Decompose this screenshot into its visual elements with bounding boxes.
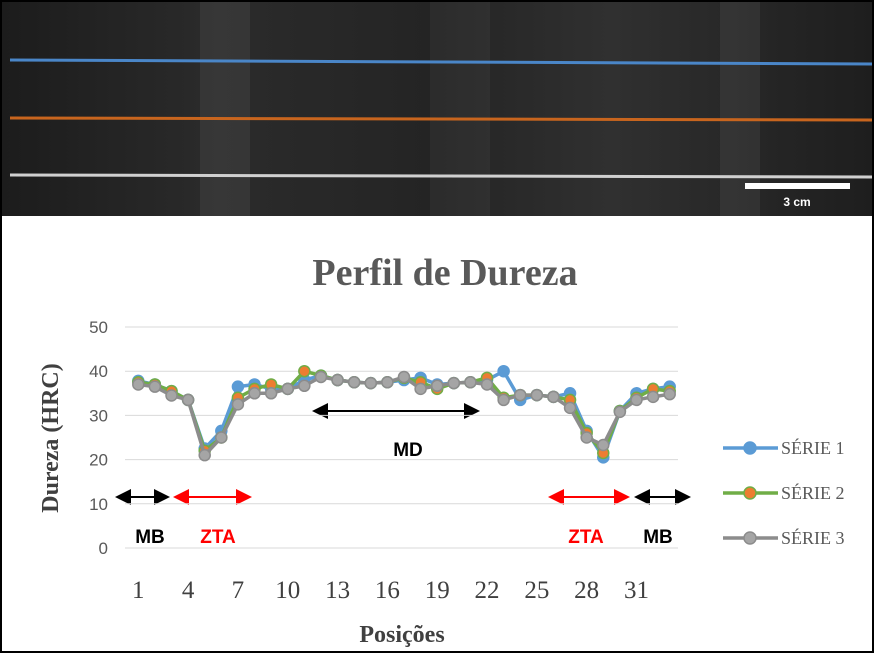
legend-label: SÉRIE 3 <box>781 527 845 548</box>
x-tick-label: 16 <box>375 577 400 604</box>
white-line <box>10 175 874 177</box>
data-point <box>365 378 376 389</box>
x-tick-label: 25 <box>524 577 549 604</box>
scale-bar <box>745 183 850 189</box>
y-tick-label: 0 <box>99 539 108 558</box>
data-point <box>598 440 609 451</box>
data-point <box>249 388 260 399</box>
annotation: ZTA <box>200 527 236 548</box>
legend-label: SÉRIE 1 <box>781 437 845 458</box>
legend-marker <box>744 487 756 499</box>
scale-label: 3 cm <box>783 195 810 209</box>
page: 3 cm Perfil de Dureza Dureza (HRC) Posiç… <box>0 0 874 653</box>
data-point <box>664 389 675 400</box>
data-point <box>216 432 227 443</box>
data-point <box>465 377 476 388</box>
data-point <box>432 380 443 391</box>
data-point <box>332 375 343 386</box>
x-tick-label: 10 <box>275 577 300 604</box>
data-point <box>266 388 277 399</box>
data-point <box>631 394 642 405</box>
data-point <box>315 371 326 382</box>
legend-marker <box>744 442 756 454</box>
data-point <box>415 383 426 394</box>
data-point <box>448 378 459 389</box>
x-tick-label: 28 <box>574 577 599 604</box>
data-point <box>299 380 310 391</box>
data-point <box>166 390 177 401</box>
data-point <box>149 381 160 392</box>
y-tick-label: 40 <box>89 362 108 381</box>
y-tick-label: 30 <box>89 406 108 425</box>
data-point <box>299 366 310 377</box>
data-point <box>482 379 493 390</box>
legend-label: SÉRIE 2 <box>781 482 845 503</box>
data-point <box>232 381 243 392</box>
photo: 3 cm <box>0 0 874 216</box>
data-point <box>498 366 509 377</box>
y-tick-label: 10 <box>89 495 108 514</box>
annotation: ZTA <box>568 527 604 548</box>
data-point <box>398 371 409 382</box>
data-point <box>349 377 360 388</box>
legend-marker <box>744 532 756 544</box>
x-tick-label: 4 <box>182 577 195 604</box>
x-tick-label: 13 <box>325 577 350 604</box>
data-point <box>581 432 592 443</box>
data-point <box>199 450 210 461</box>
data-point <box>515 390 526 401</box>
data-point <box>232 399 243 410</box>
data-point <box>183 394 194 405</box>
x-tick-label: 1 <box>132 577 145 604</box>
annotation: MB <box>135 527 165 548</box>
weld-zone <box>430 0 490 216</box>
data-point <box>565 402 576 413</box>
data-point <box>382 377 393 388</box>
x-tick-label: 22 <box>475 577 500 604</box>
weld-zone <box>200 0 250 216</box>
x-tick-label: 31 <box>624 577 649 604</box>
data-point <box>282 383 293 394</box>
data-point <box>548 391 559 402</box>
chart-title: Perfil de Dureza <box>312 252 577 294</box>
data-point <box>133 379 144 390</box>
y-axis-label: Dureza (HRC) <box>38 363 64 513</box>
x-axis-label: Posições <box>359 622 444 648</box>
figure: 3 cm Perfil de Dureza Dureza (HRC) Posiç… <box>0 0 874 653</box>
annotation: MD <box>393 440 423 461</box>
annotation: MB <box>643 527 673 548</box>
y-tick-label: 20 <box>89 451 108 470</box>
data-point <box>531 390 542 401</box>
data-point <box>614 406 625 417</box>
orange-line <box>10 118 874 120</box>
y-tick-label: 50 <box>89 318 108 337</box>
data-point <box>498 394 509 405</box>
x-tick-label: 19 <box>425 577 450 604</box>
x-tick-label: 7 <box>232 577 245 604</box>
data-point <box>648 391 659 402</box>
